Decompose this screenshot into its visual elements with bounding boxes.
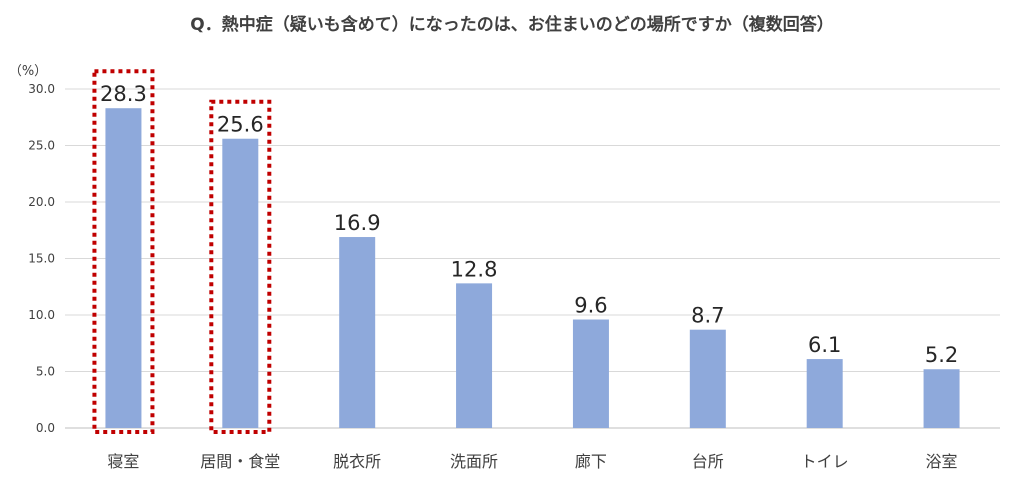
category-label: 脱衣所 <box>333 452 381 471</box>
y-axis-ticks: 0.0 5.0 10.0 15.0 20.0 25.0 30.0 <box>28 82 55 435</box>
value-label: 28.3 <box>100 82 147 106</box>
gridlines <box>65 88 1000 429</box>
highlight-box <box>209 99 272 434</box>
bar <box>689 329 726 428</box>
x-axis-categories: 寝室 居間・食堂 脱衣所 洗面所 廊下 台所 トイレ 浴室 <box>107 452 957 471</box>
bar <box>923 369 960 428</box>
chart-title: Q．熱中症（疑いも含めて）になったのは、お住まいのどの場所ですか（複数回答） <box>190 14 833 35</box>
bar <box>456 283 493 428</box>
bar <box>105 108 142 429</box>
category-label: 台所 <box>692 452 724 471</box>
y-axis-unit-label: （%） <box>9 64 47 79</box>
category-label: 寝室 <box>107 452 139 471</box>
y-tick-label: 25.0 <box>28 139 55 153</box>
y-tick-label: 10.0 <box>28 308 55 322</box>
bar <box>806 359 843 428</box>
value-label: 12.8 <box>451 257 498 281</box>
value-label: 8.7 <box>691 304 724 328</box>
y-tick-label: 15.0 <box>28 252 55 266</box>
y-tick-label: 20.0 <box>28 195 55 209</box>
value-label: 6.1 <box>808 333 841 357</box>
value-labels: 28.3 25.6 16.9 12.8 9.6 8.7 6.1 5.2 <box>100 82 958 367</box>
y-tick-label: 30.0 <box>28 82 55 96</box>
category-label: 居間・食堂 <box>200 452 280 471</box>
highlight-box <box>92 69 155 435</box>
highlight-boxes <box>92 69 272 435</box>
value-label: 25.6 <box>217 113 264 137</box>
category-label: 廊下 <box>575 452 607 471</box>
category-label: 洗面所 <box>450 452 498 471</box>
bars <box>105 108 960 429</box>
category-label: トイレ <box>801 452 849 471</box>
y-tick-label: 5.0 <box>36 365 55 379</box>
bar <box>222 138 259 428</box>
value-label: 16.9 <box>334 211 381 235</box>
y-tick-label: 0.0 <box>36 421 55 435</box>
value-label: 5.2 <box>925 343 958 367</box>
value-label: 9.6 <box>574 294 607 318</box>
bar <box>572 319 609 428</box>
bar <box>339 237 376 428</box>
category-label: 浴室 <box>926 452 958 471</box>
